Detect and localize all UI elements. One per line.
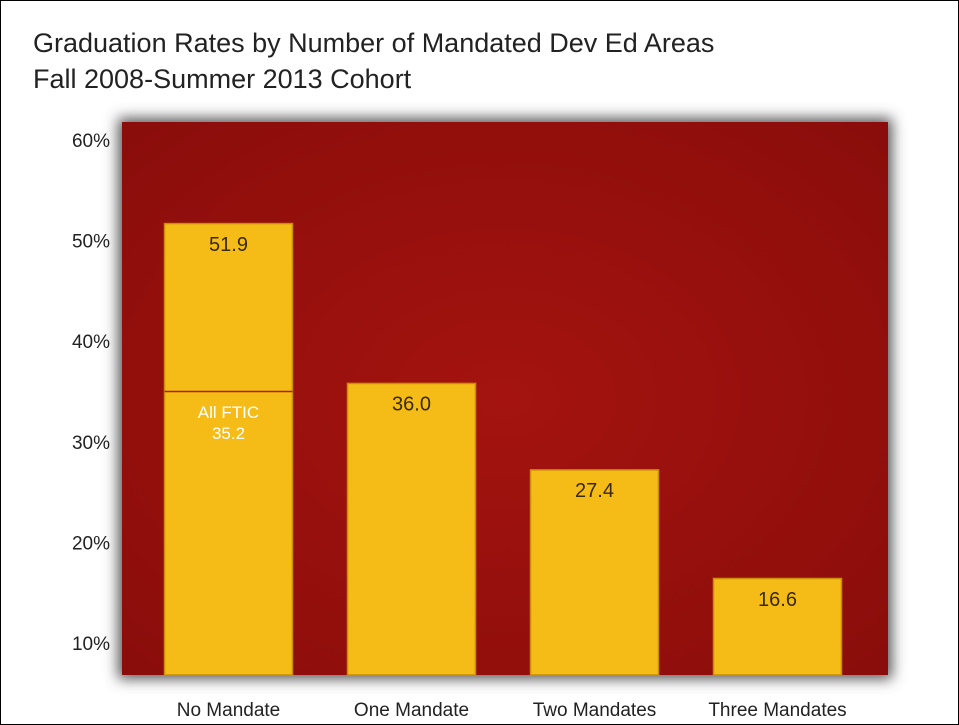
annotation-label: All FTIC [198,403,259,422]
y-tick-label: 30% [72,433,110,454]
bar [346,382,477,676]
chart-title: Graduation Rates by Number of Mandated D… [33,28,714,58]
y-tick-label: 60% [72,131,110,152]
x-tick-label: Three Mandates [708,700,846,721]
x-tick-label: One Mandate [354,700,469,721]
data-label: 36.0 [392,394,431,416]
y-tick-label: 20% [72,533,110,554]
y-tick-label: 50% [72,232,110,253]
bar [163,222,294,676]
data-label: 16.6 [758,589,797,611]
data-label: 27.4 [575,480,614,502]
x-tick-label: No Mandate [177,700,281,721]
y-tick-label: 10% [72,634,110,655]
x-tick-label: Two Mandates [533,700,657,721]
annotation-value: 35.2 [212,424,245,443]
y-tick-label: 40% [72,332,110,353]
data-label: 51.9 [209,234,248,256]
chart-subtitle: Fall 2008-Summer 2013 Cohort [33,64,412,94]
bar [529,469,660,676]
bar [712,577,843,676]
